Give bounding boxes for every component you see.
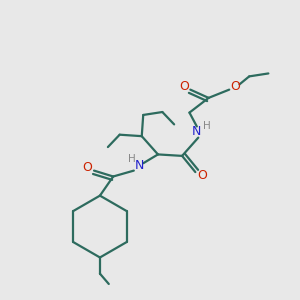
- Text: O: O: [230, 80, 240, 93]
- Text: N: N: [134, 159, 144, 172]
- Text: O: O: [197, 169, 207, 182]
- Text: N: N: [192, 125, 202, 138]
- Text: O: O: [82, 160, 92, 174]
- Text: H: H: [203, 121, 210, 131]
- Text: O: O: [179, 80, 189, 93]
- Text: H: H: [128, 154, 135, 164]
